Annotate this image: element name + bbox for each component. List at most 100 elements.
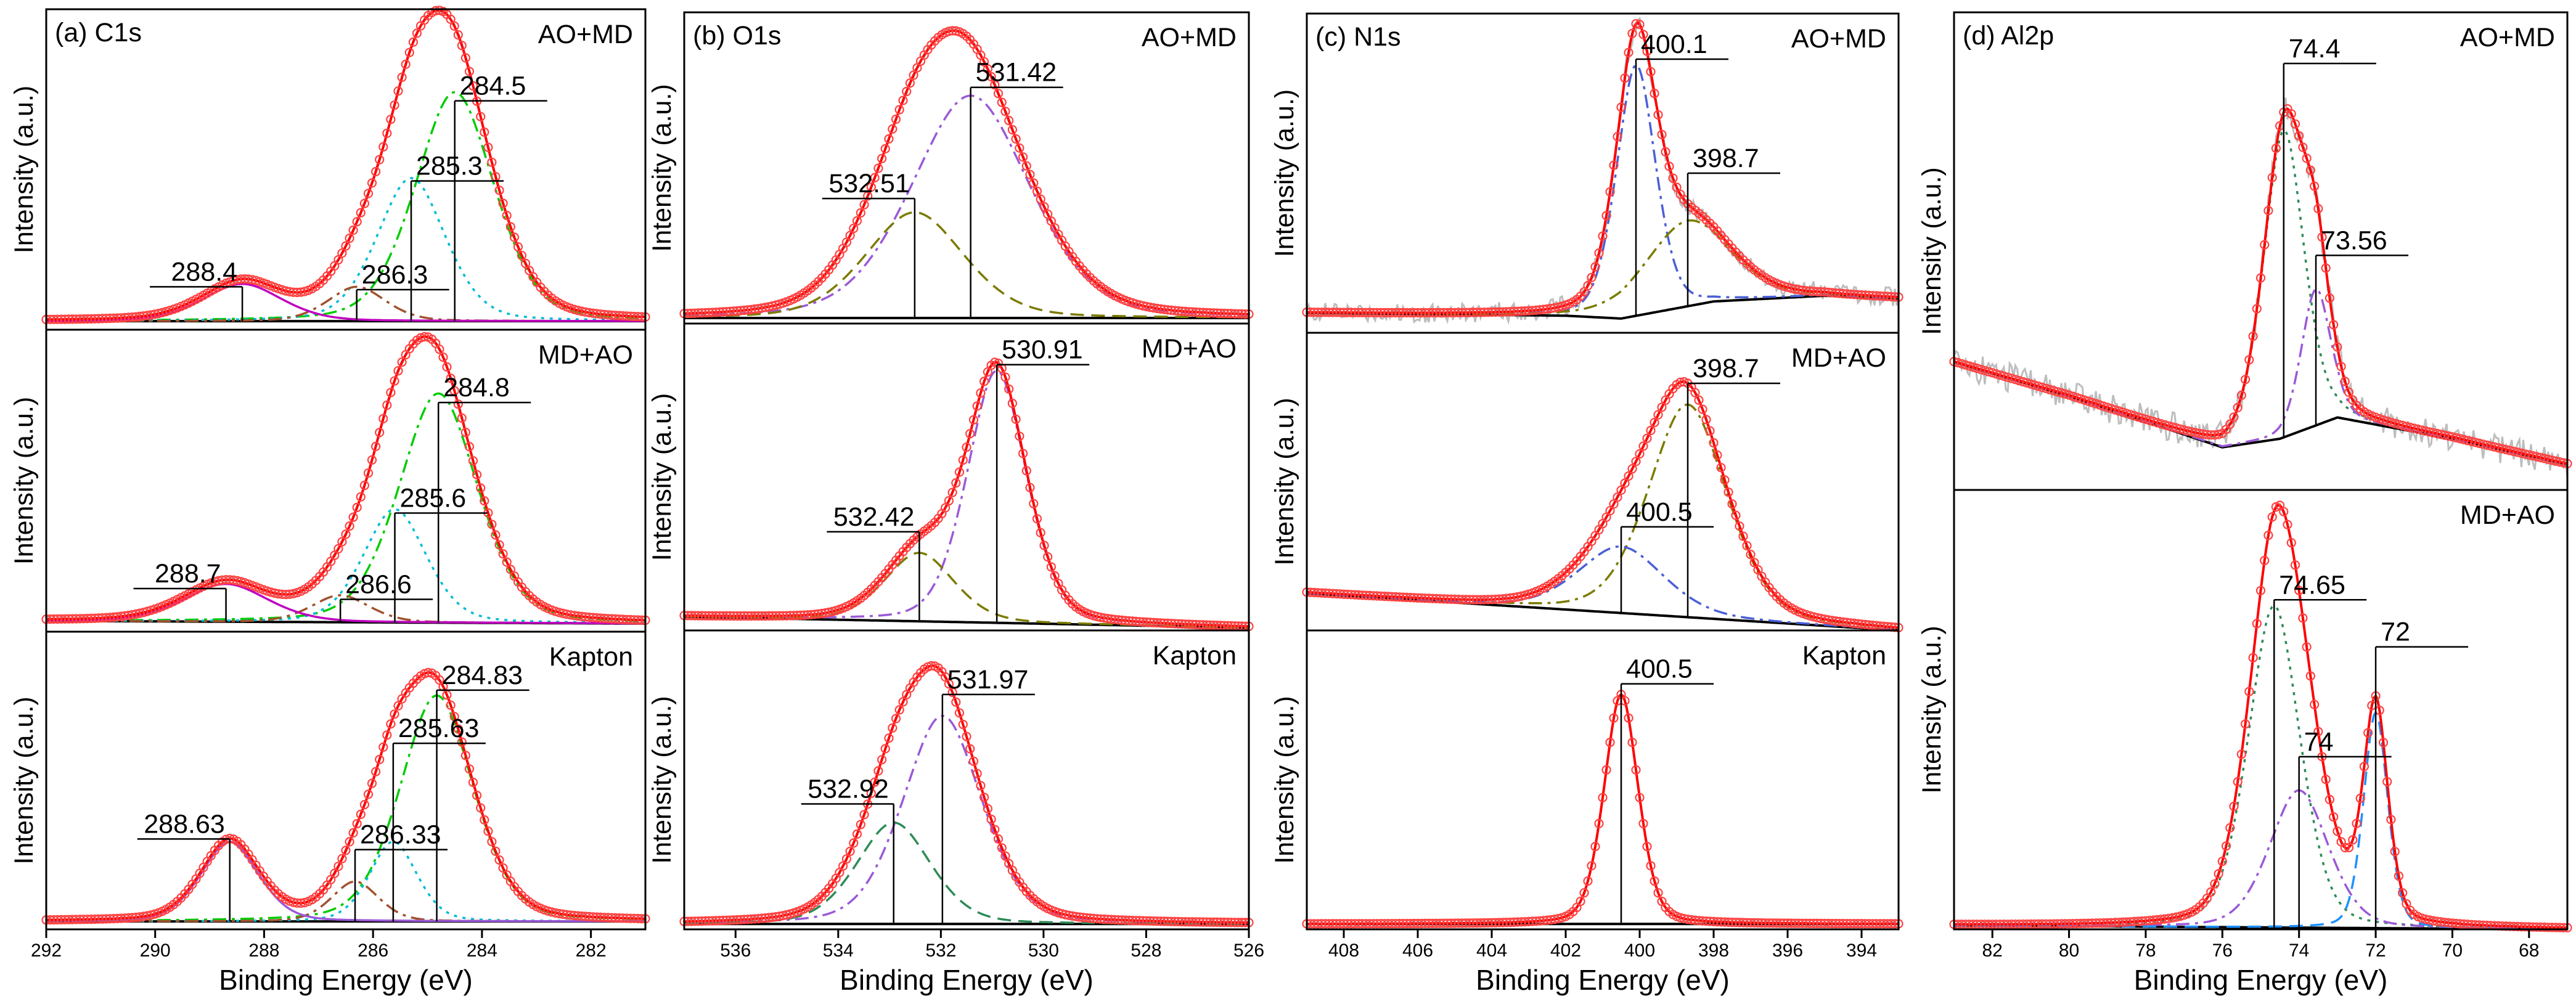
x-tick-label: 78 xyxy=(2135,940,2156,961)
envelope-marker xyxy=(1230,918,1240,928)
envelope-marker xyxy=(1212,308,1222,318)
envelope-marker xyxy=(1216,308,1225,318)
envelope-marker xyxy=(1635,20,1645,30)
raw-spectrum xyxy=(683,663,1250,926)
envelope-marker xyxy=(873,766,883,776)
envelope-marker xyxy=(363,789,374,799)
envelope-marker xyxy=(460,53,471,63)
envelope-marker xyxy=(2263,206,2273,216)
plot-frame xyxy=(1306,12,1900,334)
envelope-marker xyxy=(863,191,873,201)
background-line xyxy=(1306,592,1899,632)
envelope-marker xyxy=(841,854,852,864)
envelope-marker xyxy=(1039,540,1049,550)
envelope-marker xyxy=(464,442,475,452)
envelope-marker xyxy=(390,100,399,110)
envelope-marker xyxy=(859,810,869,820)
peak-annotation: 284.83 xyxy=(436,661,530,922)
x-tick-label: 398 xyxy=(1698,940,1729,961)
envelope-marker xyxy=(1198,917,1208,927)
subplot-ao-md: 531.42 532.51 AO+MD Intensity (a.u.) xyxy=(647,11,1254,325)
envelope-marker xyxy=(386,388,396,398)
envelope-marker xyxy=(393,366,403,376)
envelope-marker xyxy=(877,755,887,765)
sample-label: AO+MD xyxy=(2460,23,2555,52)
envelope-marker xyxy=(753,611,763,621)
envelope-marker xyxy=(348,828,358,838)
x-tick-label: 406 xyxy=(1402,940,1433,961)
envelope-marker xyxy=(718,611,728,621)
envelope-marker xyxy=(378,742,388,752)
envelope-marker xyxy=(735,306,746,316)
envelope-marker xyxy=(972,401,982,411)
envelope-marker xyxy=(2394,871,2403,881)
envelope-marker xyxy=(1657,402,1667,412)
peak-label: 532.51 xyxy=(828,169,910,198)
envelope-marker xyxy=(337,248,347,258)
envelope-marker xyxy=(1216,917,1225,928)
envelope-marker xyxy=(898,697,908,707)
envelope-marker xyxy=(2352,818,2361,828)
envelope-marker xyxy=(1124,616,1134,626)
fit-component-3 xyxy=(46,880,645,923)
envelope-marker xyxy=(1587,861,1597,871)
envelope-marker xyxy=(453,399,463,409)
peak-annotation: 73.56 xyxy=(2315,226,2409,426)
envelope-marker xyxy=(2286,538,2296,548)
envelope-marker xyxy=(442,690,452,700)
x-tick-label: 286 xyxy=(358,940,388,961)
envelope-marker xyxy=(356,492,366,502)
fit-component-2 xyxy=(684,552,1249,629)
envelope-marker xyxy=(2248,653,2258,662)
envelope-marker xyxy=(771,911,781,922)
envelope-marker xyxy=(2333,342,2342,352)
peak-annotation: 288.4 xyxy=(150,257,243,322)
envelope-marker xyxy=(1170,306,1180,316)
envelope-markers xyxy=(1949,500,2572,933)
envelope-marker xyxy=(732,915,742,925)
envelope-marker xyxy=(1624,471,1634,481)
peak-label: 531.42 xyxy=(976,58,1057,88)
envelope-marker xyxy=(1110,915,1120,925)
envelope-marker xyxy=(746,304,756,314)
envelope-marker xyxy=(859,200,869,210)
envelope-marker xyxy=(690,916,700,926)
envelope-marker xyxy=(1631,765,1641,775)
peak-annotation: 286.3 xyxy=(356,260,449,322)
envelope-marker xyxy=(352,818,362,829)
y-axis-label: Intensity (a.u.) xyxy=(1917,626,1947,793)
envelope-marker xyxy=(852,829,862,839)
fit-component-2 xyxy=(46,840,645,923)
peak-annotation: 531.42 xyxy=(970,58,1063,318)
envelope-marker xyxy=(2221,841,2231,851)
envelope-marker xyxy=(2233,402,2243,413)
envelope-marker xyxy=(1709,438,1719,448)
envelope-marker xyxy=(2355,793,2365,804)
envelope-marker xyxy=(810,610,820,619)
envelope-marker xyxy=(1000,107,1010,116)
envelope-marker xyxy=(2229,801,2239,812)
envelope-marker xyxy=(1007,124,1018,135)
raw-spectrum xyxy=(683,360,1249,630)
envelope-marker xyxy=(393,701,403,711)
envelope-marker xyxy=(1159,618,1169,628)
envelope-marker xyxy=(1222,309,1233,319)
envelope-marker xyxy=(2236,749,2246,759)
x-tick-label: 76 xyxy=(2212,940,2233,961)
envelope-marker xyxy=(1620,478,1630,488)
peak-annotation: 400.5 xyxy=(1620,497,1714,613)
envelope-marker xyxy=(1173,306,1184,316)
envelope-marker xyxy=(367,455,377,465)
envelope-marker xyxy=(337,854,347,863)
envelope-marker xyxy=(1004,384,1014,394)
envelope-marker xyxy=(2225,823,2235,833)
envelope-marker xyxy=(976,388,986,398)
envelope-markers xyxy=(679,357,1254,632)
envelope-marker xyxy=(757,303,767,313)
envelope-marker xyxy=(722,915,732,925)
envelope-marker xyxy=(898,96,908,105)
fit-component-1 xyxy=(1307,693,1899,925)
envelope-markers xyxy=(41,332,650,626)
envelope-marker xyxy=(743,305,753,315)
envelope-marker xyxy=(404,47,414,57)
